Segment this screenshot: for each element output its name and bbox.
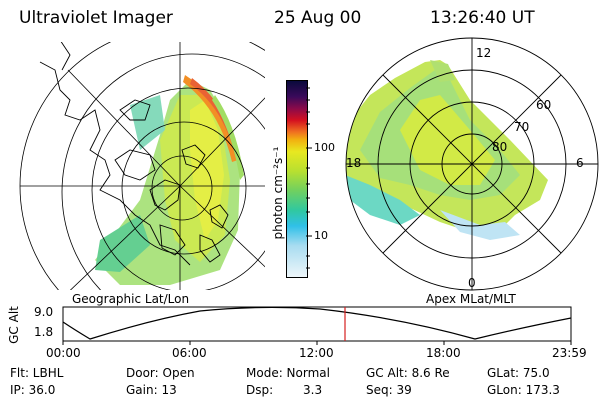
mlat-label-60: 60 — [536, 98, 552, 112]
info-gc-alt: GC Alt: 8.6 Re — [366, 366, 450, 380]
altitude-xtick-1800: 18:00 — [426, 346, 461, 360]
colorbar-tick-100: 100 — [314, 141, 335, 154]
info-filter: Flt: LBHL — [10, 366, 64, 380]
instrument-title: Ultraviolet Imager — [19, 8, 173, 28]
altitude-xtick-0600: 06:00 — [172, 346, 207, 360]
colorbar-tick-10: 10 — [314, 229, 328, 242]
altitude-ytick-low: 1.8 — [34, 325, 54, 339]
info-dsp-value: 3.3 — [303, 383, 323, 397]
info-glon: GLon: 173.3 — [487, 383, 560, 397]
image-date: 25 Aug 00 — [274, 8, 362, 28]
mlt-label-0: 0 — [468, 276, 476, 290]
info-mode: Mode: Normal — [246, 366, 330, 380]
altitude-xtick-1200: 12:00 — [299, 346, 334, 360]
info-ip: IP: 36.0 — [10, 383, 56, 397]
colorbar — [286, 80, 308, 278]
mlt-label-12: 12 — [476, 46, 492, 60]
mlt-label-18: 18 — [346, 156, 362, 170]
mlat-label-80: 80 — [492, 140, 508, 154]
info-seq: Seq: 39 — [366, 383, 412, 397]
info-door: Door: Open — [126, 366, 195, 380]
geographic-panel-caption: Geographic Lat/Lon — [72, 292, 190, 306]
info-gain: Gain: 13 — [126, 383, 177, 397]
altitude-ytick-high: 9.0 — [34, 305, 54, 319]
image-time: 13:26:40 UT — [430, 8, 535, 28]
info-glat: GLat: 75.0 — [487, 366, 550, 380]
info-dsp-label: Dsp: — [246, 383, 274, 397]
mlt-label-6: 6 — [576, 156, 584, 170]
altitude-xtick-0000: 00:00 — [46, 346, 81, 360]
apex-panel-caption: Apex MLat/MLT — [426, 292, 516, 306]
mlat-label-70: 70 — [514, 120, 530, 134]
altitude-xtick-2359: 23:59 — [552, 346, 587, 360]
